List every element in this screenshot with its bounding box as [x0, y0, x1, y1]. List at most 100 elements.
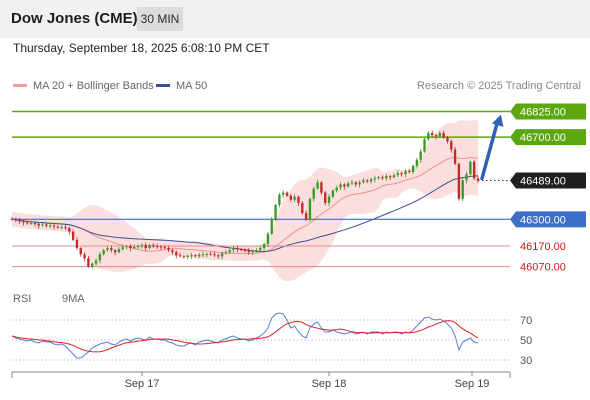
- candle-body: [171, 250, 174, 253]
- candle: [324, 190, 327, 206]
- candle-body: [10, 218, 14, 220]
- candle: [110, 245, 113, 253]
- legend-label-rsi: RSI: [13, 293, 32, 305]
- candle: [442, 130, 445, 140]
- candle-body: [339, 184, 342, 188]
- candle-body: [178, 255, 182, 257]
- current-price-label: 46489.00: [520, 176, 566, 188]
- candle-body: [37, 223, 40, 226]
- candle-body: [423, 139, 426, 152]
- candle: [453, 147, 457, 166]
- candle: [266, 231, 270, 248]
- price-level-5: 46070.00: [12, 262, 566, 274]
- candle-body: [41, 224, 44, 226]
- candle-body: [144, 245, 147, 249]
- candle: [52, 223, 56, 230]
- candle-body: [335, 187, 338, 191]
- x-tick-label: Sep 17: [125, 378, 160, 390]
- candle-body: [60, 227, 63, 229]
- candle-body: [94, 260, 98, 264]
- candle-body: [75, 239, 79, 249]
- legend-label-ma-bb: MA 20 + Bollinger Bands: [33, 80, 154, 92]
- candle: [133, 244, 136, 250]
- candle: [339, 181, 342, 190]
- candle-body: [297, 196, 300, 203]
- candle-body: [159, 246, 163, 248]
- candle-body: [293, 196, 296, 200]
- candle: [220, 251, 224, 260]
- candle: [293, 194, 296, 203]
- candle-body: [270, 219, 273, 234]
- candle-body: [129, 246, 132, 249]
- candle: [392, 173, 396, 179]
- candle: [423, 138, 426, 153]
- rsi-tick-label: 30: [520, 355, 532, 367]
- candle-body: [236, 248, 239, 250]
- candle: [255, 248, 258, 253]
- candle-body: [450, 141, 453, 150]
- candle-body: [220, 253, 224, 257]
- candle-body: [430, 133, 434, 136]
- candle-body: [419, 151, 422, 160]
- candle-body: [79, 248, 82, 255]
- candle: [316, 179, 319, 190]
- candle: [259, 245, 262, 252]
- candle-body: [167, 248, 170, 251]
- candle-body: [438, 133, 441, 137]
- candle: [282, 190, 285, 198]
- candle-body: [113, 250, 117, 253]
- candle-body: [400, 173, 403, 175]
- candle-body: [282, 192, 285, 195]
- candle: [182, 255, 186, 259]
- timeframe-badge[interactable]: 30 MIN: [137, 7, 183, 31]
- candle-body: [182, 256, 186, 258]
- candle: [297, 195, 300, 206]
- ma20-line: [11, 156, 479, 254]
- candle: [197, 252, 201, 259]
- candle: [434, 133, 438, 140]
- bollinger-band: [12, 120, 478, 282]
- candle: [388, 174, 392, 181]
- candle: [144, 242, 147, 252]
- candle-body: [476, 178, 480, 181]
- candle: [209, 251, 212, 256]
- candle: [358, 180, 361, 188]
- candle: [113, 248, 117, 256]
- candle-body: [163, 247, 166, 249]
- candle: [125, 244, 128, 250]
- candle: [56, 225, 60, 229]
- candle-body: [194, 255, 197, 257]
- candle: [94, 258, 98, 266]
- candle-body: [117, 249, 121, 253]
- candle-body: [350, 182, 354, 184]
- candle: [289, 193, 293, 202]
- candle: [408, 168, 411, 174]
- candle: [106, 246, 109, 252]
- candle: [91, 262, 94, 269]
- candle-body: [324, 192, 327, 203]
- legend-rsi-ma: 9MA: [62, 293, 85, 305]
- candle: [472, 159, 476, 181]
- candle-body: [346, 183, 350, 187]
- candle: [83, 252, 86, 262]
- candle: [262, 242, 266, 251]
- candle-body: [411, 165, 415, 173]
- candle: [354, 181, 357, 187]
- price-level-2: 46489.00: [478, 172, 586, 189]
- candle-body: [465, 174, 468, 181]
- candle: [121, 244, 124, 251]
- candle-body: [190, 255, 193, 257]
- candle-body: [186, 255, 189, 257]
- candle-body: [87, 258, 90, 267]
- candle-body: [461, 180, 464, 199]
- candle: [373, 175, 377, 183]
- candle: [327, 194, 331, 206]
- candle: [366, 179, 369, 184]
- candle: [152, 243, 155, 248]
- candle: [385, 173, 388, 181]
- candle: [217, 254, 220, 259]
- candle: [64, 224, 67, 231]
- rsi-ma-line: [11, 320, 479, 353]
- support-label: 46300.00: [520, 214, 566, 226]
